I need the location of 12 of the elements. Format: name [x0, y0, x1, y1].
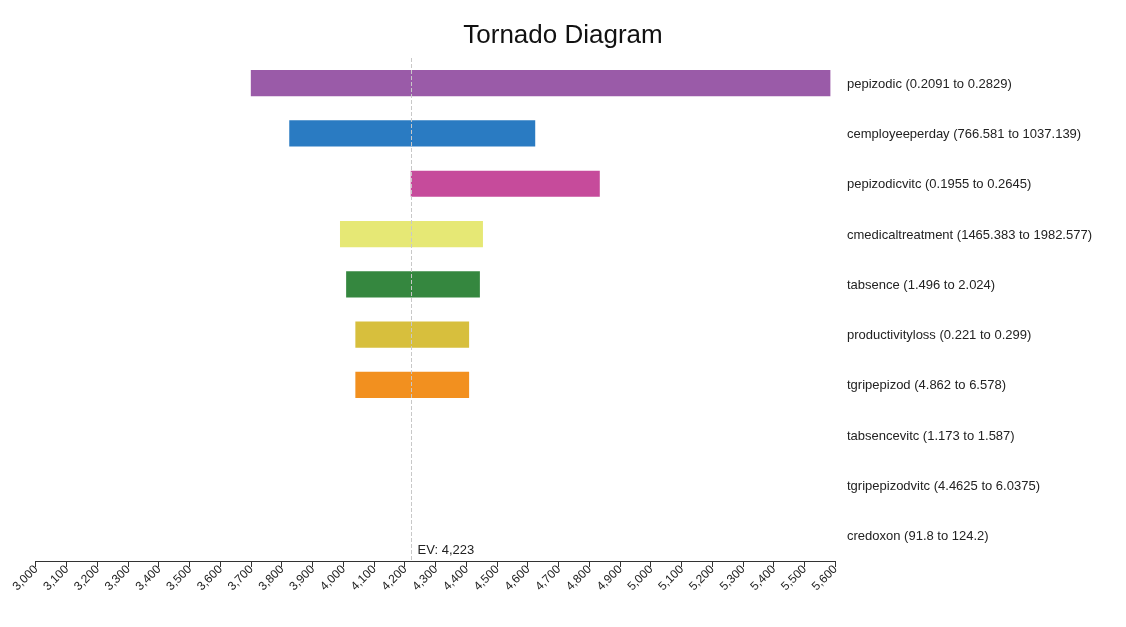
y-tick-label: tabsencevitc (1.173 to 1.587) [847, 427, 1015, 443]
y-tick-label: pepizodicvitc (0.1955 to 0.2645) [847, 176, 1032, 192]
y-tick-label: tgripepizod (4.862 to 6.578) [847, 377, 1006, 393]
y-tick-label: tgripepizodvitc (4.4625 to 6.0375) [847, 478, 1040, 494]
y-tick-label: productivityloss (0.221 to 0.299) [847, 327, 1032, 343]
y-tick-label: cemployeeperday (766.581 to 1037.139) [847, 125, 1082, 141]
chart-title: Tornado Diagram [463, 19, 663, 49]
y-tick-label: tabsence (1.496 to 2.024) [847, 276, 996, 292]
y-tick-label: pepizodic (0.2091 to 0.2829) [847, 75, 1012, 91]
y-tick-label: cmedicaltreatment (1465.383 to 1982.577) [847, 226, 1092, 242]
ref-line-label: EV: 4,223 [417, 542, 475, 557]
y-tick-label: credoxon (91.8 to 124.2) [847, 528, 989, 544]
